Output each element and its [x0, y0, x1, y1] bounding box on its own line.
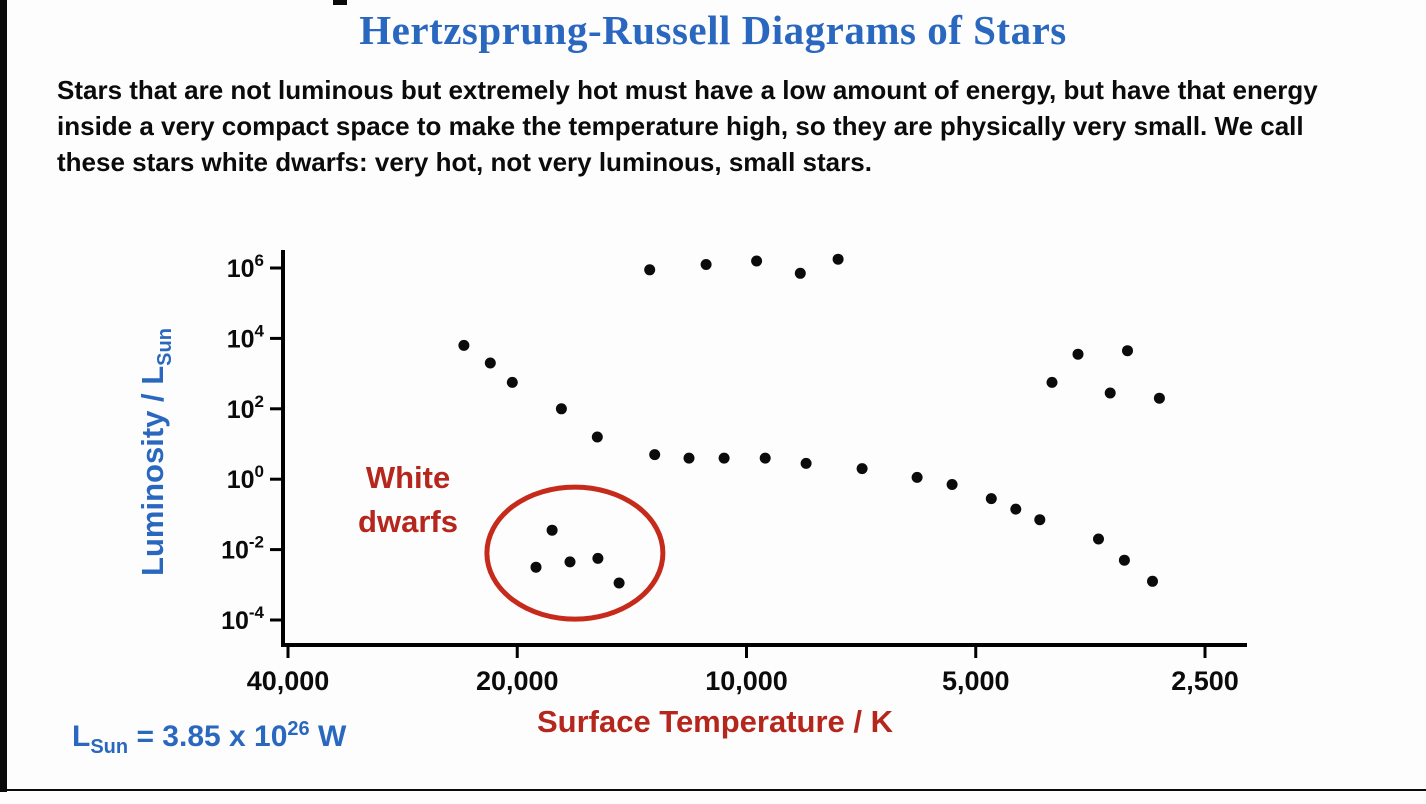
data-point-main-sequence	[1093, 533, 1104, 545]
top-notch-mark	[333, 0, 347, 5]
data-point-giants	[1046, 376, 1058, 388]
data-point-supergiants	[832, 253, 844, 265]
data-point-supergiants	[794, 267, 806, 279]
y-axis-title: Luminosity / LSun	[135, 328, 176, 576]
white-dwarfs-label: dwarfs	[358, 504, 458, 539]
bottom-border-line	[0, 789, 1426, 791]
data-point-giants	[1122, 345, 1133, 357]
data-point-main-sequence	[1010, 503, 1022, 515]
lsun-formula: LSun = 3.85 x 1026 W	[72, 718, 346, 759]
y-tick-label: 10-4	[221, 603, 264, 635]
data-point-main-sequence	[800, 457, 812, 469]
hr-diagram-chart: Luminosity / LSun 106 104 102 100 10-2 10-4 40…	[135, 250, 1247, 696]
data-point-main-sequence	[458, 339, 470, 351]
formula-unit: W	[309, 720, 347, 753]
page-title: Hertzsprung-Russell Diagrams of Stars	[359, 7, 1067, 53]
data-point-main-sequence	[555, 403, 567, 415]
data-point-main-sequence	[591, 431, 603, 443]
data-point-main-sequence	[506, 376, 518, 388]
data-point-main-sequence	[1118, 554, 1130, 566]
intro-paragraph: Stars that are not luminous but extremel…	[57, 75, 1318, 177]
formula-value: = 3.85 x 10	[128, 720, 288, 753]
data-point-main-sequence	[759, 452, 771, 464]
y-tick-label: 10-2	[221, 533, 264, 565]
data-point-main-sequence	[484, 357, 496, 369]
y-tick-label: 102	[227, 392, 264, 424]
data-point-main-sequence	[649, 449, 661, 461]
data-point-main-sequence	[856, 463, 868, 475]
white-dwarfs-ellipse	[484, 484, 666, 622]
data-point-supergiants	[751, 255, 763, 267]
x-tick-label: 20,000	[476, 666, 559, 696]
data-point-white-dwarfs	[592, 552, 604, 564]
x-tick-label: 10,000	[705, 666, 788, 696]
data-point-main-sequence	[911, 471, 923, 483]
white-dwarfs-label: White	[366, 460, 450, 495]
formula-symbol: L	[72, 720, 91, 753]
formula-subscript: Sun	[90, 736, 129, 758]
x-tick-label: 2,500	[1171, 666, 1239, 696]
data-point-white-dwarfs	[530, 561, 542, 573]
x-axis-title: Surface Temperature / K	[536, 704, 894, 739]
formula-exponent: 26	[287, 718, 310, 740]
data-point-supergiants	[644, 264, 656, 276]
data-point-giants	[1153, 392, 1165, 404]
data-point-main-sequence	[946, 479, 958, 490]
data-point-white-dwarfs	[564, 556, 576, 568]
data-point-giants	[1072, 348, 1084, 360]
x-tick-label: 40,000	[247, 666, 330, 696]
data-point-giants	[1104, 387, 1116, 399]
data-point-main-sequence	[683, 452, 695, 464]
y-tick-label: 100	[227, 462, 264, 494]
data-point-main-sequence	[1034, 514, 1046, 526]
data-point-white-dwarfs	[546, 524, 558, 536]
data-point-main-sequence	[985, 493, 997, 505]
data-point-main-sequence	[718, 452, 730, 464]
data-point-white-dwarfs	[613, 577, 625, 589]
data-point-supergiants	[700, 259, 712, 270]
y-tick-label: 106	[227, 251, 264, 283]
y-tick-label: 104	[227, 321, 265, 353]
x-tick-label: 5,000	[942, 666, 1010, 696]
left-edge-bar	[0, 0, 7, 792]
data-point-main-sequence	[1147, 575, 1158, 587]
